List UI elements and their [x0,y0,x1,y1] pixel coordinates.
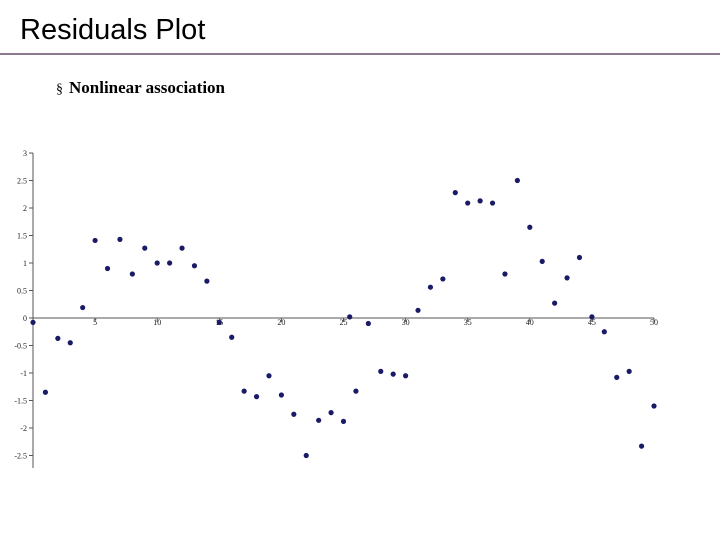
x-tick-label: 25 [340,318,348,327]
x-tick-label: 40 [526,318,534,327]
data-point [626,368,632,374]
data-point [651,403,657,409]
data-point [440,276,446,282]
y-tick-label: -2 [20,424,27,433]
x-tick-label: 50 [650,318,658,327]
y-tick-label: 2 [23,204,27,213]
data-point [365,320,371,327]
data-point [614,374,620,380]
data-point [347,314,353,320]
y-tick-label: 0 [23,314,27,323]
data-point [390,371,396,377]
y-tick-label: 0.5 [17,287,27,296]
y-tick-label: 1.5 [17,232,27,241]
data-point [104,265,111,272]
data-point [514,177,520,184]
data-point [477,198,483,204]
data-point [117,236,123,242]
y-tick-label: -2.5 [14,452,27,461]
data-point [601,329,607,335]
data-point [340,418,347,424]
title-divider [0,53,720,55]
data-point [576,254,583,261]
data-point [229,334,235,340]
y-tick-label: -1 [20,369,27,378]
data-point [67,340,73,346]
data-point [55,335,61,341]
x-tick-label: 20 [277,318,285,327]
data-point [489,200,496,206]
data-point [465,200,471,206]
data-point [80,304,86,311]
data-point [266,373,272,379]
data-point [92,237,98,244]
data-point [328,410,334,416]
data-point [179,245,185,251]
data-point [278,392,284,398]
bullet-text: Nonlinear association [69,78,226,97]
y-tick-label: 2.5 [17,177,27,186]
data-point [638,443,645,449]
data-point [589,314,595,320]
data-point [316,417,322,423]
slide-title: Residuals Plot [20,14,206,46]
data-point [378,368,384,374]
x-tick-label: 35 [464,318,472,327]
data-point [502,271,508,277]
data-point [552,300,558,306]
data-point [303,452,309,459]
y-tick-label: 3 [23,149,27,158]
data-point [564,275,570,281]
bullet-mark: § [56,82,63,97]
data-point [167,260,173,266]
data-point [403,373,409,379]
x-tick-label: 45 [588,318,596,327]
x-tick-label: 30 [402,318,410,327]
y-tick-label: -0.5 [14,342,27,351]
data-point [452,190,458,196]
data-point [415,307,421,313]
data-point [42,389,49,395]
data-point [30,319,36,325]
data-point [241,388,247,394]
data-point [539,258,545,264]
data-point [142,245,148,251]
data-point [154,260,160,266]
data-point [129,271,135,277]
data-point [527,224,533,230]
data-point [291,411,297,417]
bullet-point: § Nonlinear association [56,78,225,98]
y-tick-label: -1.5 [14,397,27,406]
data-point [216,319,222,325]
x-tick-label: 5 [93,318,97,327]
data-point [204,278,210,284]
x-tick-label: 10 [153,318,161,327]
data-point [253,394,260,400]
data-point [191,263,198,269]
y-tick-label: 1 [23,259,27,268]
data-point [427,284,434,290]
data-point [353,388,359,394]
